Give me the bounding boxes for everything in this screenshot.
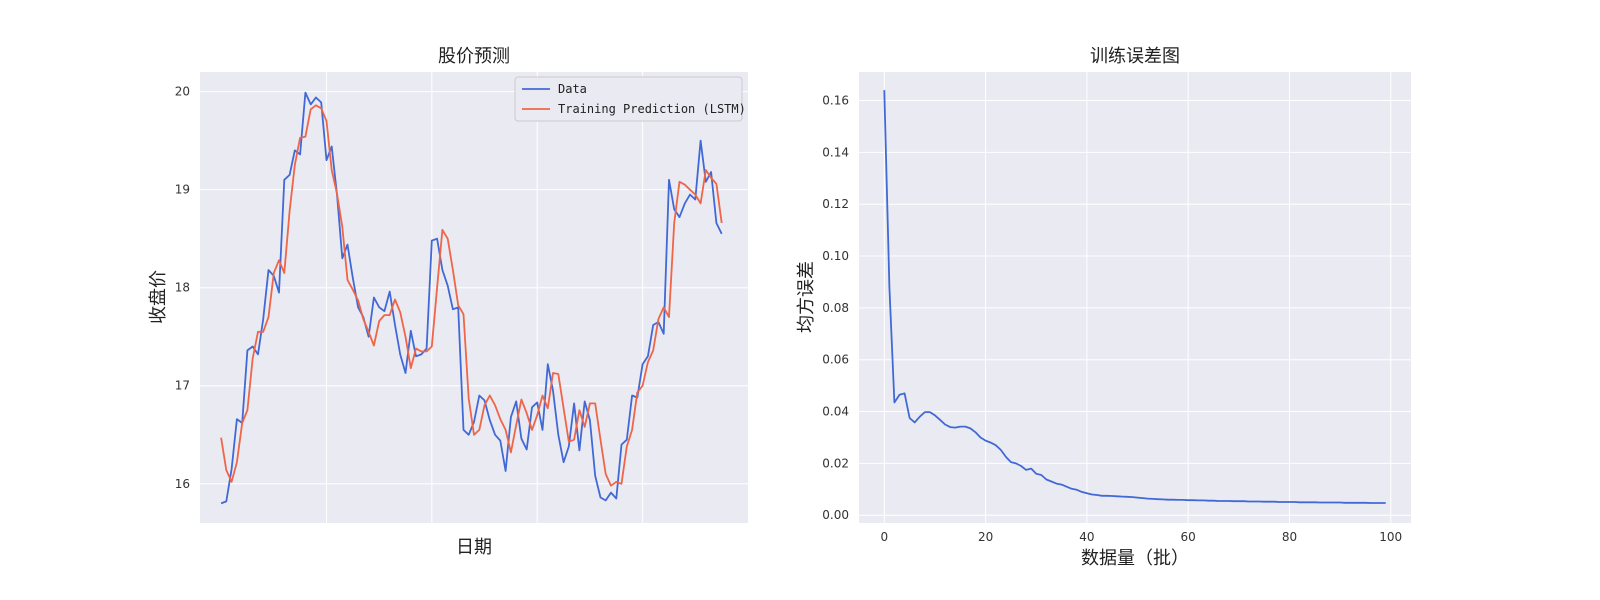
y-tick-label: 0.08 — [822, 301, 849, 315]
series-lines-left — [220, 91, 723, 505]
series-line-1-0 — [883, 90, 1386, 504]
plot-area-right — [859, 72, 1411, 523]
x-ticks-right: 0 20 40 60 80 100 — [881, 530, 1403, 544]
y-tick-label: 0.04 — [822, 405, 849, 419]
y-tick-label: 0.10 — [822, 249, 849, 263]
y-tick-label: 19 — [175, 183, 190, 197]
training-error-chart: 0 20 40 60 80 100 0.00 0.02 0.04 0.06 0.08 0.10 0.1… — [796, 46, 1411, 569]
y-tick-label: 0.12 — [822, 197, 849, 211]
y-tick-label: 16 — [175, 477, 190, 491]
x-tick-label: 80 — [1282, 530, 1297, 544]
y-tick-label: 20 — [175, 85, 190, 99]
grid-right — [859, 72, 1411, 523]
x-tick-label: 40 — [1079, 530, 1094, 544]
series-line-0-1 — [220, 104, 723, 487]
x-tick-label: 100 — [1379, 530, 1402, 544]
x-axis-label-left: 日期 — [456, 537, 492, 558]
y-tick-label: 18 — [175, 281, 190, 295]
chart-title-right: 训练误差图 — [1090, 46, 1180, 67]
chart-title-left: 股价预测 — [438, 46, 510, 67]
series-lines-right — [883, 90, 1386, 504]
x-axis-label-right: 数据量（批） — [1081, 548, 1189, 569]
legend-label-lstm: Training Prediction (LSTM) — [558, 102, 746, 116]
y-tick-label: 0.16 — [822, 94, 849, 108]
x-tick-label: 20 — [978, 530, 993, 544]
legend-label-data: Data — [558, 82, 587, 96]
y-tick-label: 0.14 — [822, 145, 849, 159]
y-tick-label: 0.06 — [822, 353, 849, 367]
y-tick-label: 0.00 — [822, 508, 849, 522]
y-ticks-left: 16 17 18 19 20 — [175, 85, 190, 491]
y-ticks-right: 0.00 0.02 0.04 0.06 0.08 0.10 0.12 0.14 0.16 — [822, 94, 849, 523]
x-tick-label: 60 — [1181, 530, 1196, 544]
legend-box — [514, 76, 743, 122]
stock-prediction-chart: 16 17 18 19 20 股价预测 日期 收盘价 Data Training Pre… — [148, 46, 748, 558]
y-axis-label-left: 收盘价 — [148, 270, 169, 324]
plot-area-left — [200, 72, 748, 523]
y-tick-label: 17 — [175, 379, 190, 393]
x-tick-label: 0 — [881, 530, 889, 544]
legend: Data Training Prediction (LSTM) — [514, 76, 746, 122]
y-axis-label-right: 均方误差 — [796, 261, 817, 333]
y-tick-label: 0.02 — [822, 456, 849, 470]
